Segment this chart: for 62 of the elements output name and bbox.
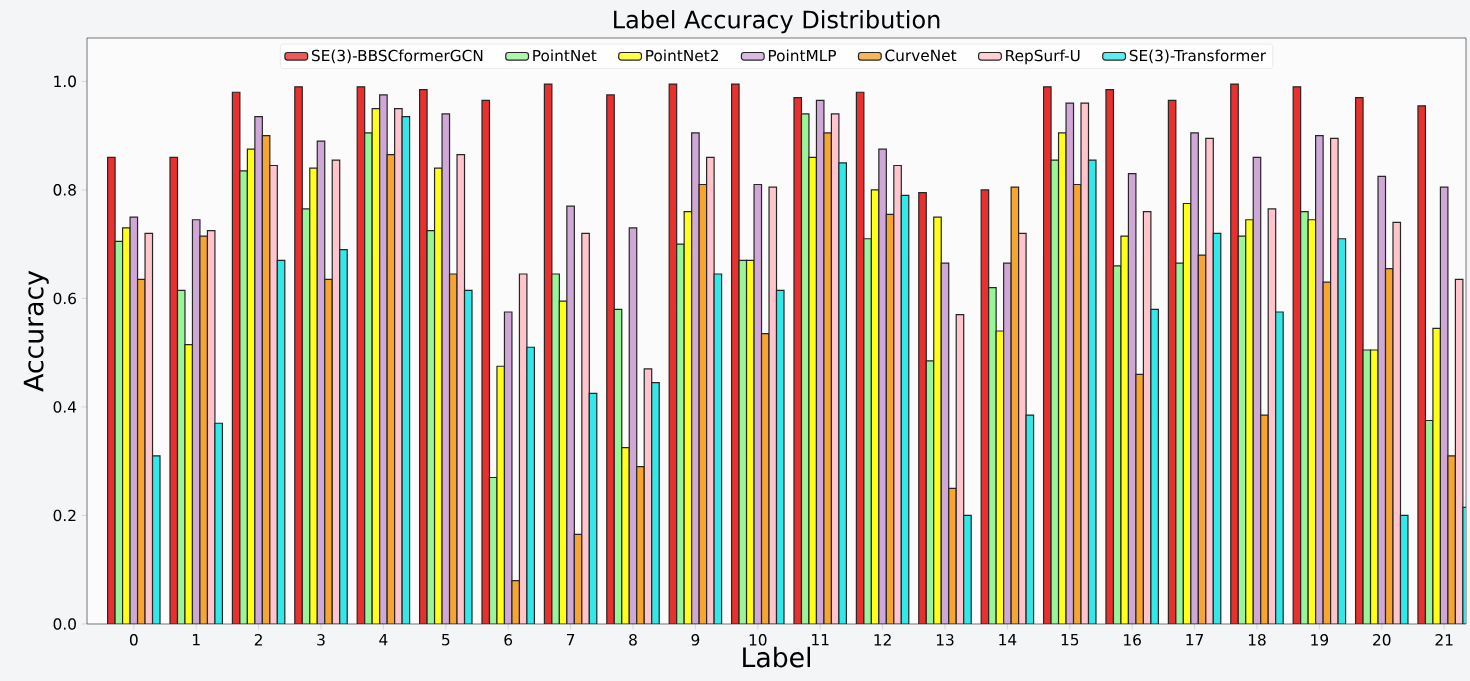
legend-label: CurveNet [885, 49, 957, 62]
x-tick-label: 21 [1435, 634, 1453, 646]
bar [1205, 137, 1214, 624]
x-tick-label: 13 [936, 634, 954, 646]
x-tick-label: 3 [317, 634, 325, 646]
bar [581, 232, 590, 624]
y-tick-label: 0.4 [53, 401, 77, 413]
y-tick-label: 1.0 [54, 75, 76, 88]
x-tick-label: 6 [504, 634, 513, 646]
x-tick-label: 15 [1061, 634, 1079, 646]
x-tick-label: 20 [1373, 634, 1391, 646]
bar [339, 249, 348, 624]
legend-label: RepSurf-U [1006, 49, 1080, 65]
x-tick-label: 1 [193, 634, 200, 646]
y-tick-label: 0.2 [53, 509, 76, 522]
chart-title: Label Accuracy Distribution [614, 10, 940, 34]
bar [621, 447, 630, 624]
legend-label: PointNet [533, 49, 597, 62]
bar [893, 164, 902, 624]
bar [309, 168, 318, 624]
x-tick-label: 8 [629, 634, 637, 646]
bar [1260, 414, 1269, 624]
bar [878, 148, 887, 624]
x-tick-label: 5 [442, 634, 450, 646]
y-axis-title: Accuracy [23, 270, 49, 392]
legend-label: PointNet2 [646, 49, 718, 62]
bar [1275, 311, 1284, 624]
bar [676, 243, 685, 624]
x-tick-label: 2 [254, 634, 262, 646]
bar [1230, 83, 1239, 624]
x-tick-label: 12 [874, 634, 891, 646]
x-tick-label: 0 [129, 634, 138, 646]
bar [651, 381, 660, 624]
x-tick-label: 16 [1124, 634, 1141, 646]
legend-label: SE(3)-Transformer [1129, 49, 1267, 64]
bar [324, 279, 333, 624]
x-tick-label: 17 [1186, 634, 1204, 646]
x-axis-title: Label [743, 646, 810, 668]
bar [1190, 132, 1199, 624]
x-tick-label: 14 [999, 634, 1017, 646]
x-tick-label: 18 [1248, 634, 1266, 646]
legend-label: SE(3)-BBSCformerGCN [311, 49, 483, 64]
bar [933, 216, 942, 624]
bar [636, 466, 645, 624]
x-tick-label: 10 [749, 634, 767, 646]
x-tick-label: 9 [691, 634, 700, 646]
bar [948, 487, 957, 624]
bar [918, 192, 927, 624]
y-tick-label: 0.8 [53, 184, 76, 196]
bar [269, 164, 278, 624]
x-tick-label: 7 [566, 634, 575, 646]
x-tick-label: 11 [812, 634, 829, 646]
legend-label: PointMLP [768, 49, 837, 62]
bar [963, 514, 972, 624]
bar [294, 86, 303, 624]
x-tick-label: 4 [379, 634, 388, 646]
bar [606, 94, 615, 624]
y-tick-label: 0.0 [53, 618, 76, 630]
x-tick-label: 19 [1311, 634, 1329, 646]
bar [364, 132, 373, 624]
y-tick-label: 0.6 [53, 292, 76, 305]
bar [1245, 219, 1254, 624]
